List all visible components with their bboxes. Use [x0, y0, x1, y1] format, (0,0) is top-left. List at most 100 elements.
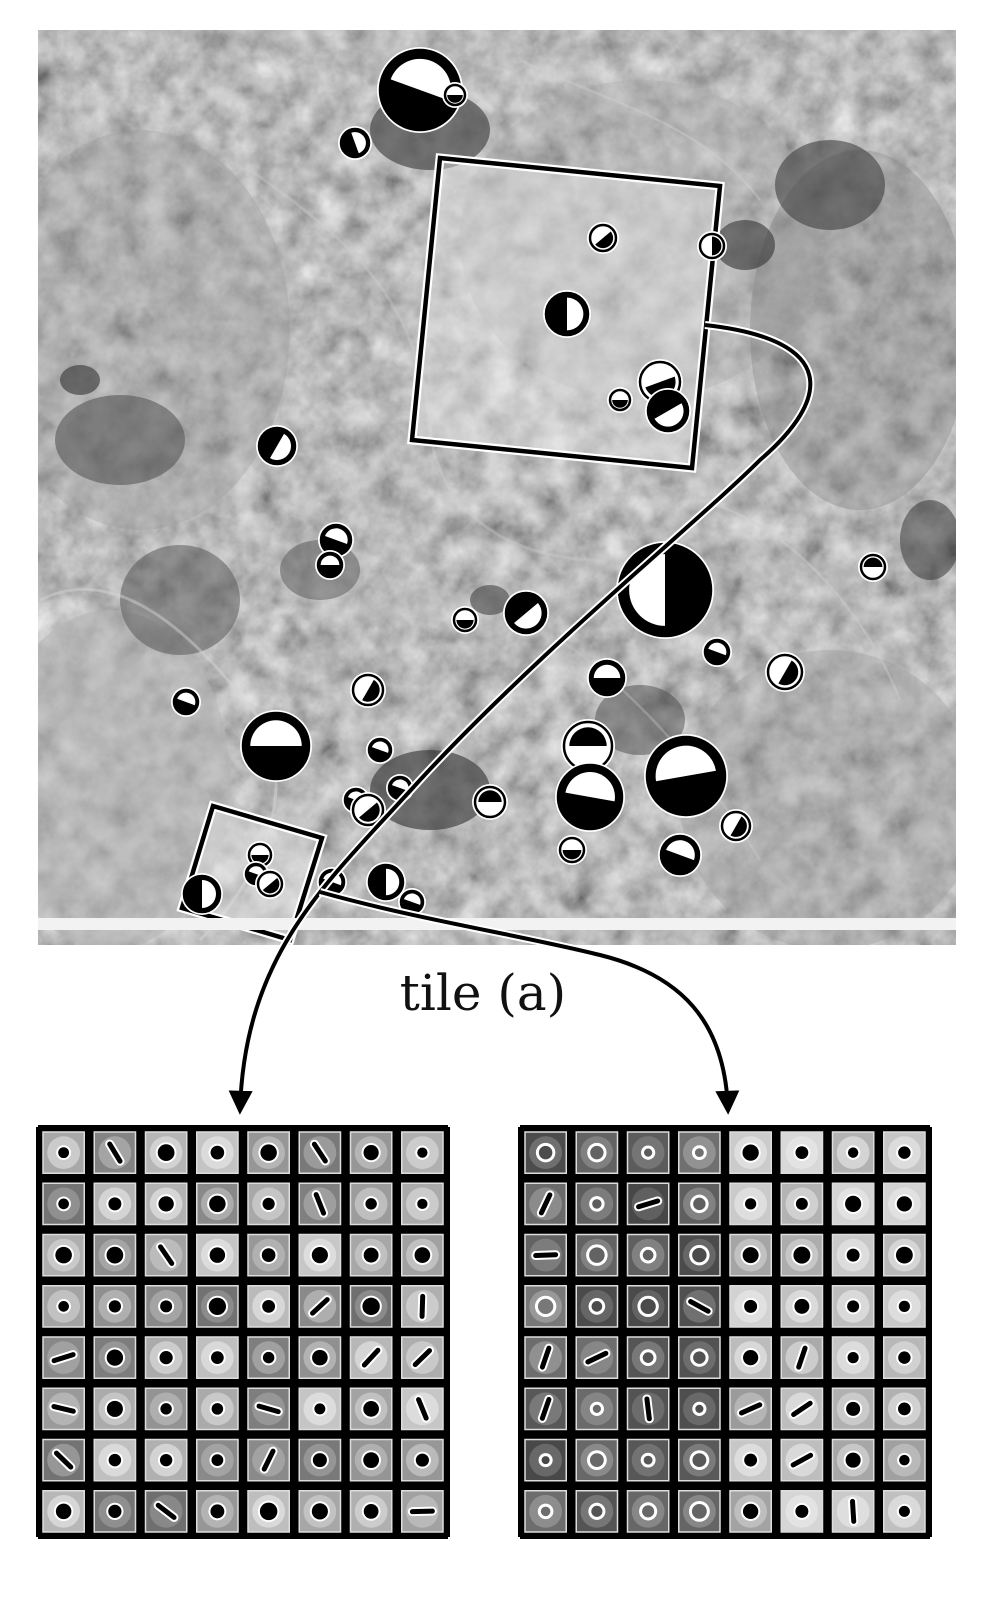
descriptor-grid-right: [518, 1125, 932, 1539]
descriptor-cell: [401, 1438, 444, 1482]
keypoint-marker: [561, 719, 615, 773]
descriptor-cell: [524, 1285, 567, 1328]
descriptor-cell: [524, 1182, 567, 1226]
descriptor-cell: [678, 1336, 721, 1379]
descriptor-cell: [298, 1233, 342, 1277]
descriptor-cell: [93, 1438, 137, 1482]
descriptor-cell: [678, 1131, 721, 1174]
descriptor-cell: [298, 1438, 342, 1482]
descriptor-cell: [196, 1182, 239, 1226]
descriptor-cell: [575, 1438, 619, 1482]
descriptor-cell: [298, 1285, 342, 1328]
descriptor-cell: [349, 1490, 393, 1533]
descriptor-cell: [780, 1233, 824, 1277]
descriptor-cell: [144, 1182, 188, 1226]
keypoint-marker: [645, 388, 691, 434]
descriptor-cell: [626, 1490, 670, 1533]
descriptor-cell: [401, 1131, 444, 1174]
descriptor-cell: [93, 1233, 137, 1277]
descriptor-cell: [678, 1285, 721, 1328]
keypoint-marker: [557, 835, 587, 865]
descriptor-cell: [298, 1336, 342, 1379]
keypoint-marker: [587, 222, 619, 254]
descriptor-cell: [349, 1387, 393, 1431]
keypoint-marker: [587, 658, 627, 698]
descriptor-cell: [780, 1182, 824, 1226]
descriptor-cell: [42, 1182, 85, 1226]
keypoint-marker: [366, 736, 394, 764]
descriptor-cell: [401, 1387, 444, 1431]
descriptor-cell: [42, 1438, 85, 1482]
descriptor-cell: [575, 1490, 619, 1533]
descriptor-cell: [575, 1285, 619, 1328]
keypoint-marker: [350, 672, 386, 708]
keypoint-marker: [240, 710, 312, 782]
descriptor-cell: [196, 1285, 239, 1328]
descriptor-cell: [831, 1131, 875, 1174]
descriptor-cell: [349, 1336, 393, 1379]
descriptor-cell: [678, 1182, 721, 1226]
descriptor-cell: [831, 1233, 875, 1277]
descriptor-cell: [93, 1490, 137, 1533]
keypoint-marker: [255, 869, 285, 899]
image-bottom-band: [38, 918, 956, 930]
keypoint-marker: [338, 126, 372, 160]
descriptor-cell: [349, 1131, 393, 1174]
descriptor-cell: [729, 1387, 772, 1431]
keypoint-marker: [451, 606, 479, 634]
descriptor-cell: [883, 1387, 926, 1431]
descriptor-cell: [298, 1490, 342, 1533]
descriptor-cell: [883, 1336, 926, 1379]
keypoint-marker: [543, 290, 591, 338]
descriptor-cell: [626, 1387, 670, 1431]
descriptor-cell: [524, 1336, 567, 1379]
descriptor-cell: [401, 1336, 444, 1379]
keypoint-marker: [702, 637, 732, 667]
connector-lines: [228, 321, 815, 1115]
descriptor-cell: [883, 1233, 926, 1277]
descriptor-cell: [524, 1438, 567, 1482]
keypoint-marker: [719, 809, 753, 843]
descriptor-cell: [247, 1233, 290, 1277]
descriptor-cell: [678, 1438, 721, 1482]
descriptor-cell: [298, 1387, 342, 1431]
descriptor-cell: [883, 1182, 926, 1226]
descriptor-cell: [196, 1490, 239, 1533]
descriptor-cell: [883, 1438, 926, 1482]
descriptor-cell: [524, 1131, 567, 1174]
keypoint-marker: [442, 82, 468, 108]
descriptor-cell: [349, 1233, 393, 1277]
keypoint-marker: [318, 522, 354, 558]
keypoint-marker: [644, 734, 728, 818]
descriptor-cell: [247, 1131, 290, 1174]
descriptor-cell: [524, 1490, 567, 1533]
descriptor-cell: [729, 1490, 772, 1533]
descriptor-cell: [729, 1233, 772, 1277]
descriptor-cell: [247, 1490, 290, 1533]
descriptor-cell: [729, 1336, 772, 1379]
microscopy-image: [38, 30, 956, 945]
keypoint-marker: [765, 652, 805, 692]
descriptor-cell: [349, 1438, 393, 1482]
keypoint-marker: [472, 784, 508, 820]
descriptor-cell: [93, 1285, 137, 1328]
descriptor-cell: [401, 1490, 444, 1533]
keypoint-marker: [858, 552, 888, 582]
descriptor-cell: [729, 1131, 772, 1174]
descriptor-cell: [93, 1336, 137, 1379]
descriptor-cell: [524, 1387, 567, 1431]
descriptor-grid-left: [36, 1125, 450, 1539]
descriptor-cell: [196, 1131, 239, 1174]
keypoint-marker: [616, 541, 714, 639]
descriptor-cell: [780, 1336, 824, 1379]
descriptor-cell: [144, 1131, 188, 1174]
descriptor-cell: [42, 1490, 85, 1533]
keypoint-marker: [377, 47, 463, 133]
descriptor-cell: [831, 1387, 875, 1431]
arrow-to-right-grid: [319, 890, 740, 1115]
descriptor-cell: [144, 1438, 188, 1482]
descriptor-cell: [780, 1131, 824, 1174]
descriptor-cell: [247, 1387, 290, 1431]
descriptor-cell: [401, 1233, 444, 1277]
